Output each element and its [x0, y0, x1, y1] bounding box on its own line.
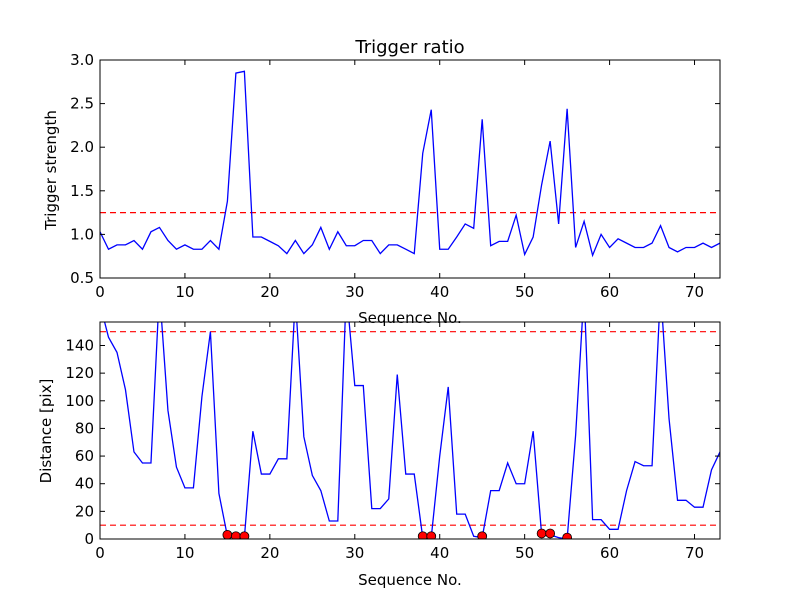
plot-area: 0 10 20 30 40 50 60 70 0.5 1.0 1.5 2.0 2.5 3.0	[70, 51, 721, 301]
data-point	[477, 531, 488, 539]
y-tick-label: 0	[84, 530, 94, 548]
x-tick-label: 30	[345, 544, 364, 562]
data-point	[239, 531, 250, 539]
series-line	[100, 70, 720, 258]
chart-title: Trigger ratio	[354, 37, 464, 58]
data-point	[222, 529, 233, 539]
x-tick-label: 10	[175, 544, 194, 562]
y-axis-label: Distance [pix]	[37, 379, 55, 484]
x-axis-label: Sequence No.	[358, 309, 462, 327]
x-tick-label: 10	[175, 283, 194, 301]
y-tick-label: 2.5	[70, 95, 94, 113]
x-tick-label: 60	[600, 544, 619, 562]
y-tick-label: 1.5	[70, 182, 94, 200]
data-point	[426, 531, 437, 539]
y-tick-label: 100	[65, 392, 94, 410]
plot-frame	[99, 321, 721, 540]
y-tick-label: 20	[75, 502, 94, 520]
y-tick-label: 120	[65, 364, 94, 382]
x-tick-label: 40	[430, 283, 449, 301]
x-tick-label: 30	[345, 283, 364, 301]
y-axis-label: Trigger strength	[42, 110, 60, 231]
data-point	[536, 528, 547, 539]
data-point	[545, 528, 556, 539]
y-tick-label: 0.5	[70, 269, 94, 287]
y-tick-label: 80	[75, 419, 94, 437]
data-layer	[100, 322, 720, 539]
series-line	[103, 322, 720, 539]
y-tick-label: 2.0	[70, 138, 94, 156]
y-tick-label: 60	[75, 447, 94, 465]
y-tick-label: 140	[65, 336, 94, 354]
x-tick-label: 50	[515, 544, 534, 562]
y-tick-label: 3.0	[70, 51, 94, 69]
x-tick-label: 0	[95, 544, 105, 562]
y-tick-label: 40	[75, 475, 94, 493]
plot-area: 0 10 20 30 40 50 60 70 0 20 40 60 80 100 120 140	[65, 321, 721, 562]
x-tick-label: 20	[260, 283, 279, 301]
x-tick-label: 0	[95, 283, 105, 301]
x-axis-label: Sequence No.	[358, 571, 462, 589]
x-tick-label: 70	[685, 283, 704, 301]
x-tick-label: 60	[600, 283, 619, 301]
plot-frame	[99, 59, 721, 279]
y-tick-label: 1.0	[70, 225, 94, 243]
chart-distance: 0 10 20 30 40 50 60 70 0 20 40 60 80 100 120 140 Sequen…	[37, 321, 721, 589]
x-tick-label: 40	[430, 544, 449, 562]
x-tick-label: 70	[685, 544, 704, 562]
data-point	[562, 532, 573, 539]
data-layer	[100, 70, 720, 258]
x-tick-label: 50	[515, 283, 534, 301]
x-tick-label: 20	[260, 544, 279, 562]
